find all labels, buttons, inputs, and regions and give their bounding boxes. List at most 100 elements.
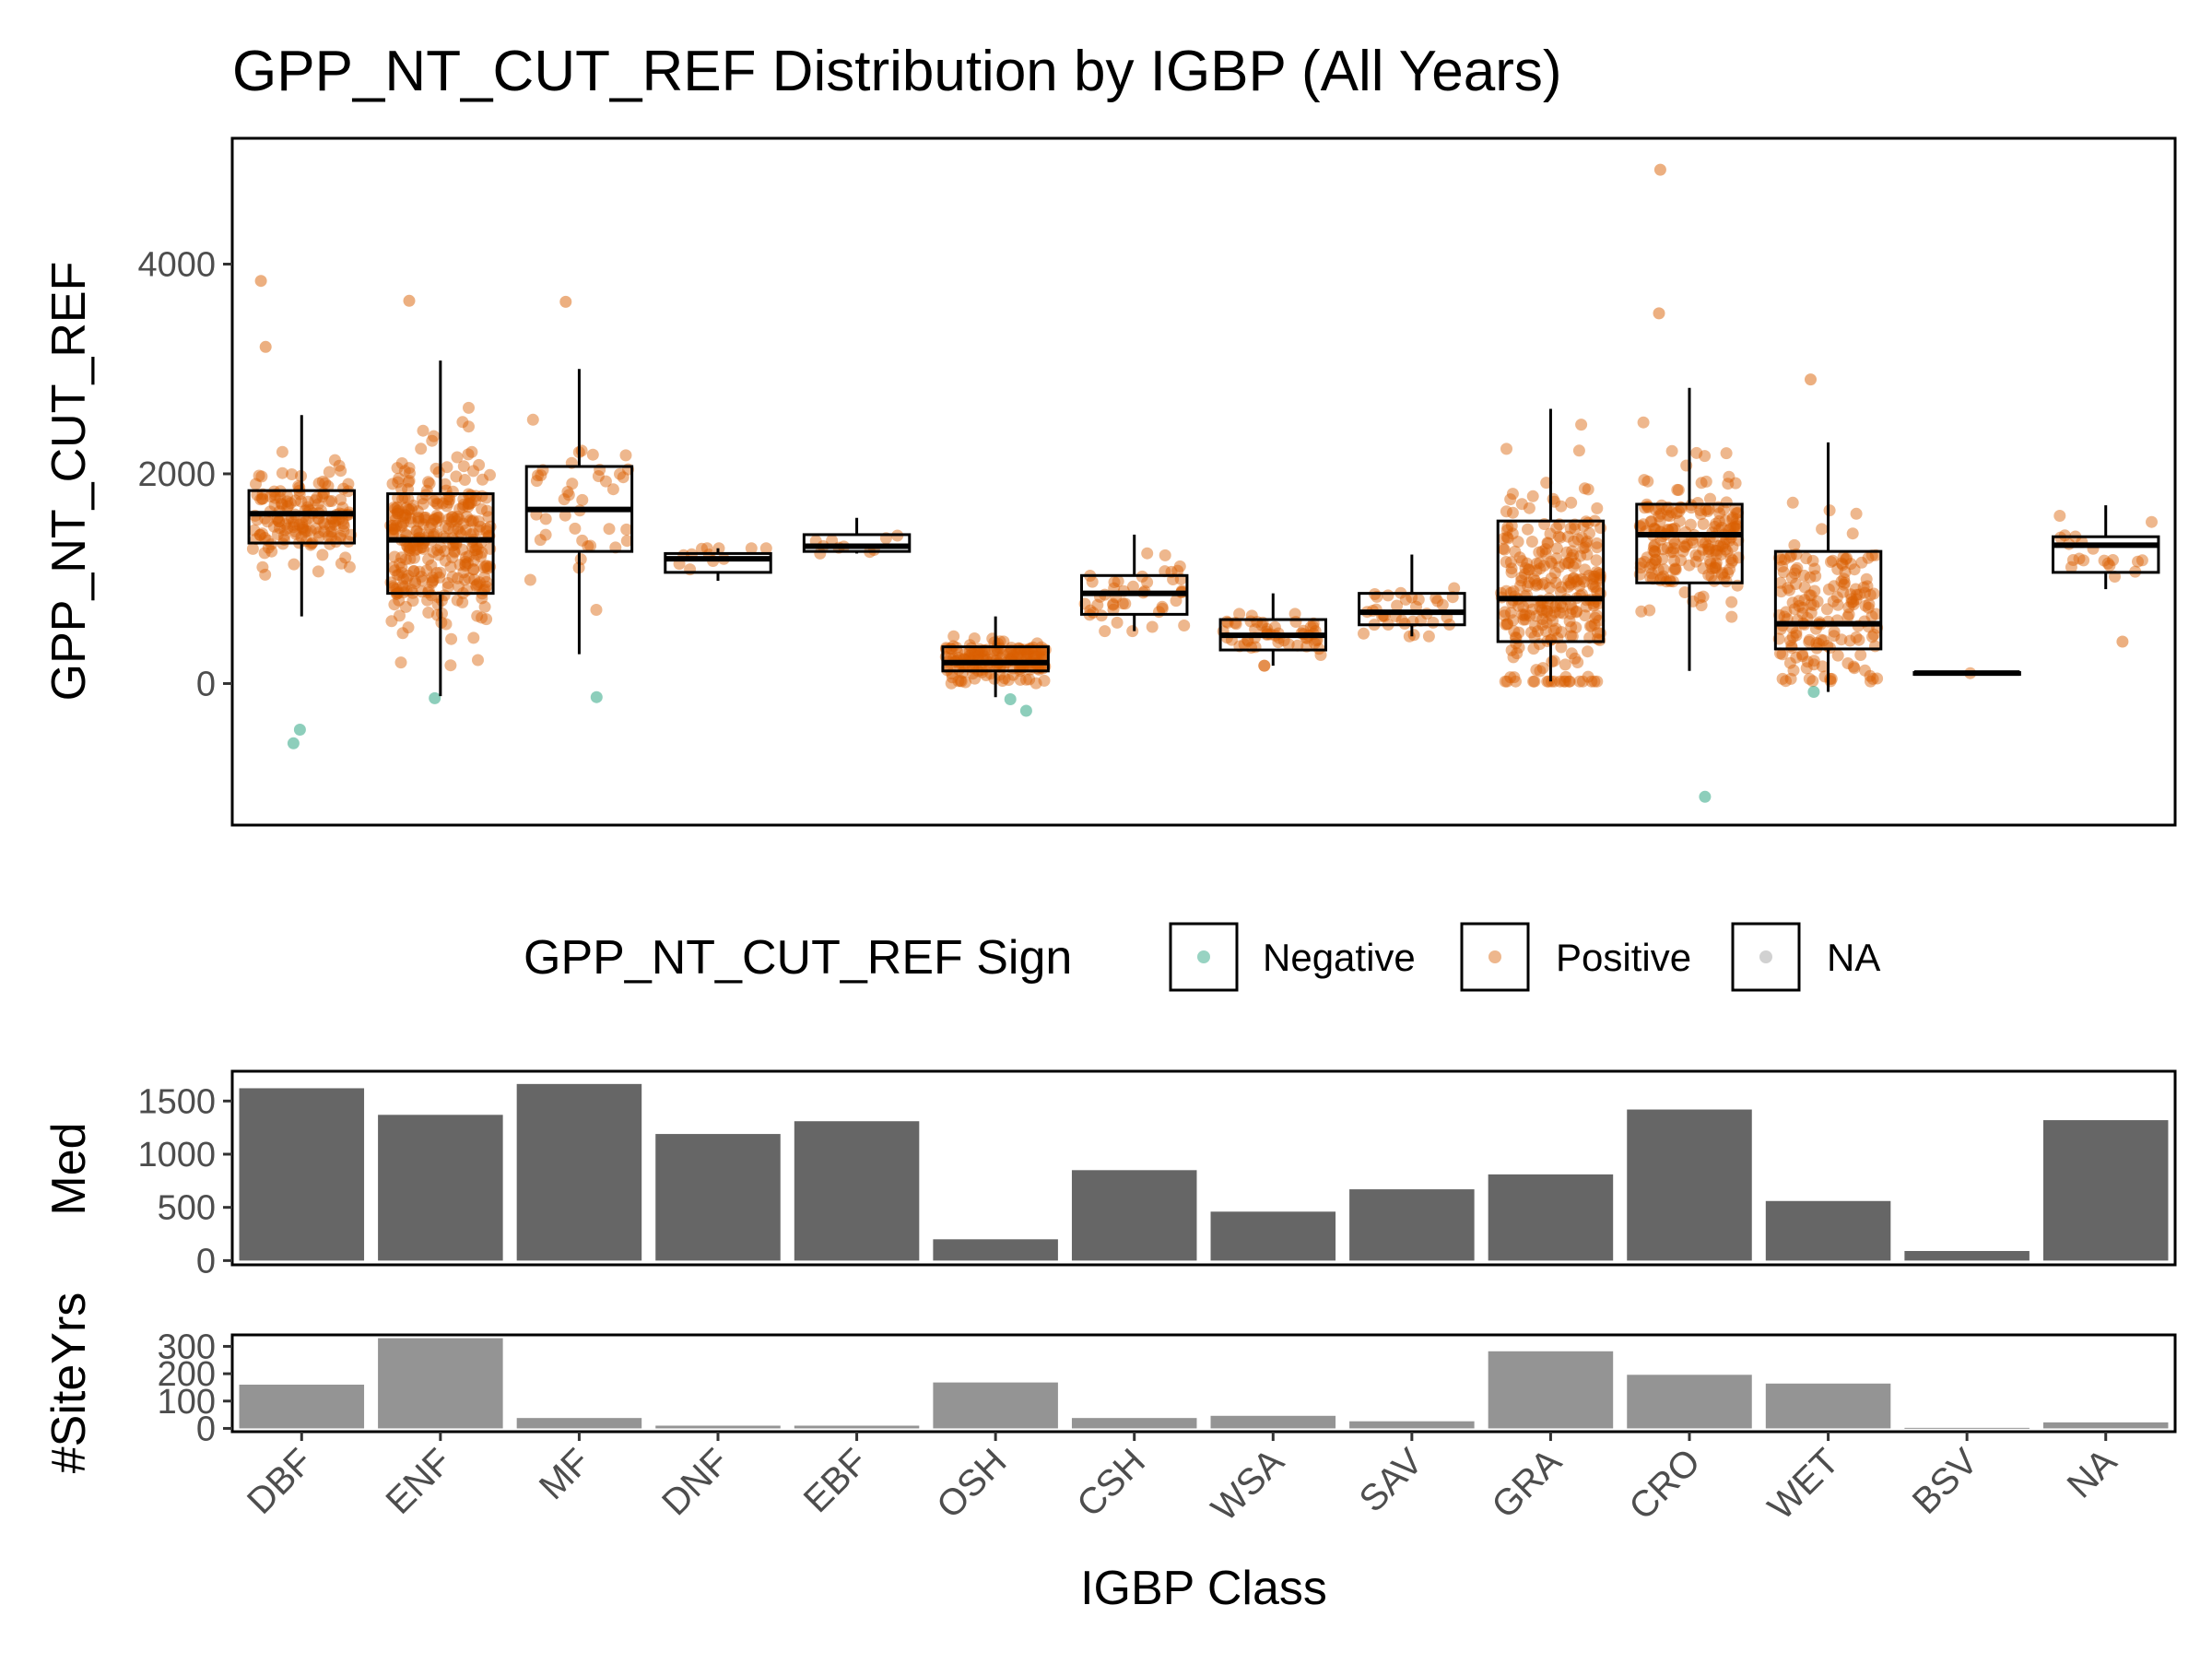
data-point bbox=[1867, 587, 1880, 600]
data-point bbox=[1545, 633, 1558, 646]
data-point bbox=[1541, 605, 1554, 618]
data-point bbox=[1641, 475, 1654, 488]
median-bar-ebf bbox=[794, 1121, 920, 1261]
data-point bbox=[1548, 566, 1561, 579]
data-point bbox=[1720, 496, 1733, 509]
data-point bbox=[1790, 578, 1802, 590]
data-point bbox=[1803, 589, 1816, 602]
data-point bbox=[1861, 580, 1874, 593]
data-point bbox=[389, 564, 401, 577]
data-point bbox=[1870, 608, 1882, 620]
data-point bbox=[1796, 601, 1809, 614]
data-point bbox=[316, 475, 329, 488]
data-point bbox=[457, 493, 470, 505]
data-point bbox=[312, 526, 325, 539]
data-point bbox=[1854, 649, 1867, 661]
data-point bbox=[251, 513, 264, 526]
data-point bbox=[1577, 520, 1590, 533]
data-point bbox=[1665, 444, 1678, 457]
data-point bbox=[1822, 583, 1835, 596]
data-point bbox=[404, 544, 417, 557]
data-point bbox=[1803, 672, 1816, 685]
data-point bbox=[1173, 560, 1186, 572]
data-point bbox=[478, 571, 491, 584]
data-point bbox=[425, 559, 438, 572]
data-point bbox=[334, 529, 347, 542]
data-point bbox=[1529, 574, 1542, 587]
data-point bbox=[434, 566, 447, 579]
data-point bbox=[1675, 554, 1688, 567]
data-point bbox=[1512, 641, 1525, 654]
data-point bbox=[1568, 535, 1581, 548]
data-point bbox=[293, 518, 306, 531]
data-point bbox=[1695, 477, 1708, 490]
data-point bbox=[253, 528, 266, 541]
data-point bbox=[404, 542, 417, 555]
data-point bbox=[258, 532, 271, 544]
data-point bbox=[1028, 650, 1040, 663]
data-point bbox=[301, 495, 314, 508]
box-wet bbox=[1773, 549, 1883, 651]
data-point bbox=[1582, 483, 1594, 496]
data-point bbox=[1847, 660, 1860, 673]
data-point bbox=[333, 459, 346, 472]
data-point bbox=[254, 493, 267, 506]
data-point bbox=[2073, 552, 2086, 565]
data-point bbox=[1448, 582, 1461, 595]
data-point bbox=[1565, 620, 1578, 633]
data-point bbox=[393, 472, 406, 485]
data-point bbox=[445, 515, 458, 528]
data-point bbox=[539, 513, 552, 525]
data-point bbox=[1549, 622, 1562, 635]
data-point bbox=[1560, 546, 1573, 559]
data-point bbox=[617, 471, 629, 484]
data-point bbox=[1506, 506, 1519, 519]
data-point bbox=[402, 476, 415, 489]
data-point bbox=[453, 502, 466, 515]
data-point bbox=[1591, 626, 1604, 639]
data-point bbox=[561, 486, 574, 498]
data-point bbox=[1523, 576, 1535, 589]
data-point bbox=[1522, 580, 1534, 593]
data-point bbox=[1816, 660, 1829, 673]
data-point bbox=[458, 573, 471, 586]
data-point bbox=[1504, 493, 1517, 506]
box-sav bbox=[1358, 592, 1466, 627]
data-point bbox=[473, 458, 486, 471]
data-point bbox=[1701, 539, 1714, 552]
data-point bbox=[1527, 572, 1540, 585]
data-point bbox=[1700, 503, 1712, 516]
data-point bbox=[1673, 514, 1686, 527]
data-point bbox=[1697, 517, 1710, 530]
data-point bbox=[1637, 416, 1650, 429]
data-point bbox=[1562, 581, 1575, 593]
data-point bbox=[1824, 672, 1837, 685]
data-point bbox=[432, 466, 445, 478]
data-point bbox=[1436, 598, 1449, 611]
data-point bbox=[1774, 576, 1787, 589]
data-point bbox=[256, 561, 269, 573]
data-point bbox=[457, 460, 470, 473]
data-point bbox=[1505, 562, 1518, 575]
data-point bbox=[1427, 616, 1440, 629]
y-tick-label: 1500 bbox=[137, 1082, 216, 1121]
data-point bbox=[1841, 610, 1854, 623]
data-point bbox=[1566, 545, 1579, 558]
data-point bbox=[1549, 576, 1562, 589]
data-point bbox=[471, 549, 483, 561]
data-point bbox=[281, 501, 294, 513]
data-point-negative bbox=[287, 737, 300, 749]
data-point bbox=[403, 541, 416, 554]
data-point bbox=[312, 498, 324, 511]
data-point bbox=[481, 562, 494, 574]
data-point bbox=[1724, 552, 1737, 565]
data-point bbox=[1730, 507, 1743, 520]
data-point bbox=[1871, 672, 1884, 685]
data-point bbox=[1528, 675, 1541, 688]
data-point bbox=[959, 676, 971, 689]
data-point bbox=[1567, 561, 1580, 573]
data-point bbox=[1593, 567, 1606, 580]
data-point bbox=[1664, 510, 1677, 523]
data-point bbox=[337, 525, 350, 537]
